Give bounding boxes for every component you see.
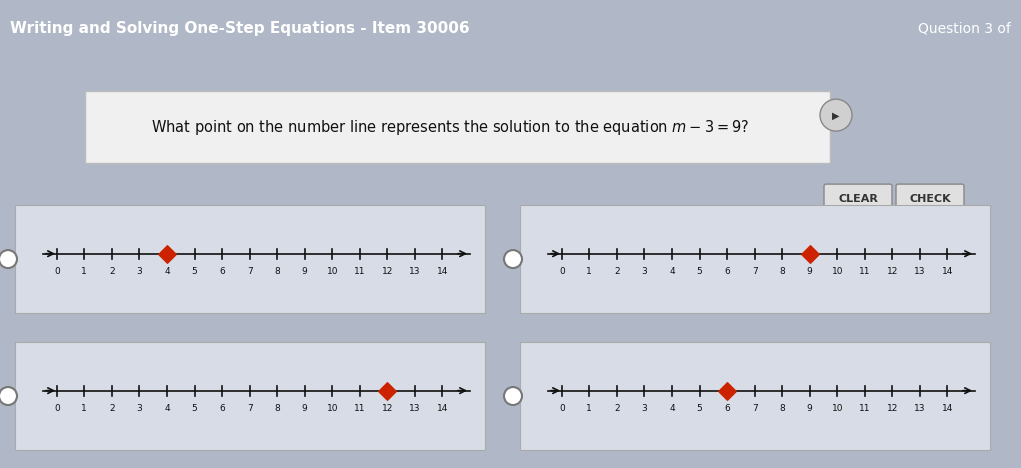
Text: 6: 6: [220, 403, 225, 413]
Text: CLEAR: CLEAR: [838, 194, 878, 204]
Text: 14: 14: [941, 403, 954, 413]
Circle shape: [504, 250, 522, 268]
Text: 13: 13: [914, 267, 926, 276]
FancyBboxPatch shape: [85, 91, 830, 163]
Text: 13: 13: [914, 403, 926, 413]
Point: [719, 387, 735, 395]
Text: 3: 3: [641, 403, 647, 413]
Text: 7: 7: [247, 267, 252, 276]
Text: 8: 8: [779, 267, 785, 276]
Text: 0: 0: [54, 403, 59, 413]
Text: 5: 5: [192, 403, 197, 413]
Text: 11: 11: [354, 267, 366, 276]
Text: 8: 8: [275, 403, 280, 413]
Text: 10: 10: [327, 403, 338, 413]
Text: 11: 11: [859, 403, 871, 413]
Text: 14: 14: [437, 403, 448, 413]
Text: CHECK: CHECK: [909, 194, 951, 204]
Text: 2: 2: [614, 403, 620, 413]
Text: 10: 10: [831, 403, 843, 413]
Point: [379, 387, 395, 395]
Text: 10: 10: [831, 267, 843, 276]
Text: 0: 0: [558, 403, 565, 413]
FancyBboxPatch shape: [15, 342, 485, 450]
FancyBboxPatch shape: [520, 205, 990, 313]
Text: 8: 8: [275, 267, 280, 276]
Text: 13: 13: [409, 267, 421, 276]
Circle shape: [0, 387, 17, 405]
FancyBboxPatch shape: [15, 205, 485, 313]
Text: 10: 10: [327, 267, 338, 276]
Text: 2: 2: [109, 267, 114, 276]
Text: 11: 11: [859, 267, 871, 276]
Text: 12: 12: [886, 403, 898, 413]
Text: ▶: ▶: [832, 111, 839, 121]
Text: 7: 7: [751, 403, 758, 413]
Text: 5: 5: [192, 267, 197, 276]
Text: 7: 7: [247, 403, 252, 413]
Text: 11: 11: [354, 403, 366, 413]
Text: Question 3 of: Question 3 of: [918, 21, 1011, 35]
Text: 14: 14: [941, 267, 954, 276]
Text: 14: 14: [437, 267, 448, 276]
Text: 12: 12: [382, 267, 393, 276]
Text: 4: 4: [669, 403, 675, 413]
FancyBboxPatch shape: [896, 184, 964, 214]
Text: 3: 3: [137, 403, 142, 413]
Text: 2: 2: [614, 267, 620, 276]
Text: 2: 2: [109, 403, 114, 413]
Text: 1: 1: [586, 267, 592, 276]
Text: Writing and Solving One-Step Equations - Item 30006: Writing and Solving One-Step Equations -…: [10, 21, 470, 36]
Text: 4: 4: [164, 403, 169, 413]
Circle shape: [0, 250, 17, 268]
Text: 0: 0: [54, 267, 59, 276]
Text: 7: 7: [751, 267, 758, 276]
Text: 13: 13: [409, 403, 421, 413]
Text: What point on the number line represents the solution to the equation $m-3=9$?: What point on the number line represents…: [151, 117, 749, 137]
Text: 4: 4: [164, 267, 169, 276]
Text: 5: 5: [696, 403, 702, 413]
Point: [801, 250, 818, 257]
Text: 9: 9: [302, 267, 307, 276]
FancyBboxPatch shape: [824, 184, 892, 214]
Text: 6: 6: [724, 267, 730, 276]
Circle shape: [504, 387, 522, 405]
FancyBboxPatch shape: [520, 342, 990, 450]
Text: 9: 9: [302, 403, 307, 413]
Text: 4: 4: [669, 267, 675, 276]
Text: 5: 5: [696, 267, 702, 276]
Text: 1: 1: [82, 267, 87, 276]
Text: 12: 12: [886, 267, 898, 276]
Text: 6: 6: [220, 267, 225, 276]
Text: 12: 12: [382, 403, 393, 413]
Text: 9: 9: [807, 267, 813, 276]
Text: 8: 8: [779, 403, 785, 413]
Text: 1: 1: [82, 403, 87, 413]
Text: 9: 9: [807, 403, 813, 413]
Text: 3: 3: [641, 267, 647, 276]
Text: 3: 3: [137, 267, 142, 276]
Point: [159, 250, 176, 257]
Text: 1: 1: [586, 403, 592, 413]
Text: 6: 6: [724, 403, 730, 413]
Circle shape: [820, 99, 852, 131]
Text: 0: 0: [558, 267, 565, 276]
